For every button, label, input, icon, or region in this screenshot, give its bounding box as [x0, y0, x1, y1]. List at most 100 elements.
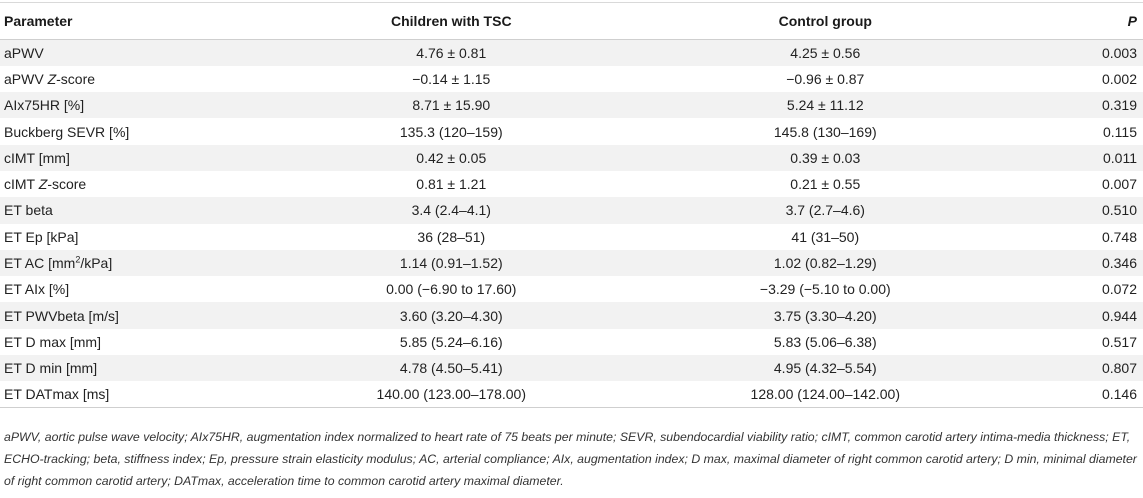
- table-row: cIMT [mm] 0.42 ± 0.05 0.39 ± 0.03 0.011: [0, 144, 1143, 171]
- cell-p-value: 0.807: [1048, 355, 1143, 382]
- cell-p-value: 0.002: [1048, 65, 1143, 93]
- cell-control-group: 41 (31–50): [602, 223, 1049, 250]
- parameter-text: ET AC [mm: [4, 255, 76, 272]
- cell-p-value: 0.319: [1048, 92, 1143, 119]
- cell-p-value: 0.115: [1048, 118, 1143, 145]
- cell-parameter: ET Ep [kPa]: [0, 223, 301, 250]
- cell-parameter: Buckberg SEVR [%]: [0, 118, 301, 145]
- cell-p-value: 0.003: [1048, 39, 1143, 66]
- cell-p-value: 0.944: [1048, 302, 1143, 329]
- cell-p-value: 0.346: [1048, 249, 1143, 277]
- parameter-italic: Z: [38, 176, 48, 193]
- table-row: ET PWVbeta [m/s] 3.60 (3.20–4.30) 3.75 (3.…: [0, 302, 1143, 329]
- cell-parameter: cIMT Z-score: [0, 170, 301, 198]
- cell-control-group: 128.00 (124.00–142.00): [602, 381, 1049, 409]
- cell-children-with-tsc: 0.81 ± 1.21: [300, 170, 603, 198]
- table-row: ET AC [mm2/kPa] 1.14 (0.91–1.52) 1.02 (0.8…: [0, 249, 1143, 277]
- cell-children-with-tsc: 8.71 ± 15.90: [300, 92, 603, 119]
- parameter-text: aPWV: [4, 70, 48, 87]
- cell-parameter: ET D max [mm]: [0, 328, 301, 356]
- cell-control-group: 0.39 ± 0.03: [602, 144, 1049, 171]
- table-row: aPWV 4.76 ± 0.81 4.25 ± 0.56 0.003: [0, 39, 1143, 66]
- parameter-tail: /kPa]: [80, 255, 113, 272]
- cell-parameter: aPWV Z-score: [0, 65, 301, 93]
- header-p-value: P: [1048, 2, 1143, 40]
- parameter-text: AIx75HR [%]: [4, 97, 85, 114]
- table-row: ET beta 3.4 (2.4–4.1) 3.7 (2.7–4.6) 0.510: [0, 197, 1143, 224]
- parameter-text: Buckberg SEVR [%]: [4, 123, 130, 140]
- cell-control-group: 145.8 (130–169): [602, 118, 1049, 145]
- table-row: cIMT Z-score 0.81 ± 1.21 0.21 ± 0.55 0.007: [0, 170, 1143, 198]
- parameter-suffix: -score: [47, 176, 87, 193]
- parameter-superscript: 2: [75, 254, 81, 265]
- cell-p-value: 0.517: [1048, 328, 1143, 356]
- results-table: Parameter Children with TSC Control grou…: [0, 2, 1143, 409]
- cell-p-value: 0.748: [1048, 223, 1143, 250]
- cell-parameter: ET beta: [0, 197, 301, 224]
- table-row: AIx75HR [%] 8.71 ± 15.90 5.24 ± 11.12 0.319: [0, 92, 1143, 119]
- table-row: ET Ep [kPa] 36 (28–51) 41 (31–50) 0.748: [0, 223, 1143, 250]
- cell-control-group: 0.21 ± 0.55: [602, 170, 1049, 198]
- cell-children-with-tsc: 135.3 (120–159): [300, 118, 603, 145]
- cell-p-value: 0.007: [1048, 170, 1143, 198]
- parameter-text: ET DATmax [ms]: [4, 386, 110, 403]
- cell-p-value: 0.011: [1048, 144, 1143, 171]
- cell-control-group: 3.75 (3.30–4.20): [602, 302, 1049, 329]
- cell-p-value: 0.146: [1048, 381, 1143, 409]
- table-row: ET D max [mm] 5.85 (5.24–6.16) 5.83 (5.06–…: [0, 328, 1143, 356]
- cell-control-group: 3.7 (2.7–4.6): [602, 197, 1049, 224]
- cell-control-group: −0.96 ± 0.87: [602, 65, 1049, 93]
- cell-control-group: −3.29 (−5.10 to 0.00): [602, 276, 1049, 303]
- table-row: ET D min [mm] 4.78 (4.50–5.41) 4.95 (4.32–…: [0, 355, 1143, 382]
- cell-parameter: aPWV: [0, 39, 301, 66]
- cell-children-with-tsc: 36 (28–51): [300, 223, 603, 250]
- cell-children-with-tsc: −0.14 ± 1.15: [300, 65, 603, 93]
- cell-children-with-tsc: 0.00 (−6.90 to 17.60): [300, 276, 603, 303]
- parameter-text: ET PWVbeta [m/s]: [4, 307, 119, 324]
- cell-p-value: 0.510: [1048, 197, 1143, 224]
- cell-children-with-tsc: 4.78 (4.50–5.41): [300, 355, 603, 382]
- cell-parameter: AIx75HR [%]: [0, 92, 301, 119]
- cell-control-group: 1.02 (0.82–1.29): [602, 249, 1049, 277]
- cell-parameter: ET PWVbeta [m/s]: [0, 302, 301, 329]
- table-row: aPWV Z-score −0.14 ± 1.15 −0.96 ± 0.87 0.00…: [0, 65, 1143, 93]
- table-body: aPWV 4.76 ± 0.81 4.25 ± 0.56 0.003 aPWV Z-sc…: [0, 39, 1143, 409]
- cell-control-group: 5.24 ± 11.12: [602, 92, 1049, 119]
- parameter-text: aPWV: [4, 44, 44, 61]
- cell-control-group: 4.95 (4.32–5.54): [602, 355, 1049, 382]
- table-row: ET AIx [%] 0.00 (−6.90 to 17.60) −3.29 (−5…: [0, 276, 1143, 303]
- header-control-group: Control group: [602, 2, 1049, 40]
- cell-parameter: ET AC [mm2/kPa]: [0, 249, 301, 277]
- parameter-text: cIMT [mm]: [4, 149, 70, 166]
- cell-control-group: 5.83 (5.06–6.38): [602, 328, 1049, 356]
- cell-parameter: ET DATmax [ms]: [0, 381, 301, 409]
- table-row: ET DATmax [ms] 140.00 (123.00–178.00) 128.…: [0, 381, 1143, 409]
- cell-children-with-tsc: 4.76 ± 0.81: [300, 39, 603, 66]
- cell-children-with-tsc: 3.4 (2.4–4.1): [300, 197, 603, 224]
- parameter-suffix: -score: [56, 70, 96, 87]
- parameter-italic: Z: [47, 70, 57, 87]
- cell-parameter: cIMT [mm]: [0, 144, 301, 171]
- parameter-text: ET beta: [4, 202, 53, 219]
- parameter-text: ET Ep [kPa]: [4, 228, 79, 245]
- cell-parameter: ET AIx [%]: [0, 276, 301, 303]
- header-children-with-tsc: Children with TSC: [300, 2, 603, 40]
- table-footnote: aPWV, aortic pulse wave velocity; AIx75H…: [4, 430, 1137, 488]
- parameter-text: ET D max [mm]: [4, 333, 101, 350]
- header-row: Parameter Children with TSC Control grou…: [0, 2, 1143, 40]
- table-row: Buckberg SEVR [%] 135.3 (120–159) 145.8 (1…: [0, 118, 1143, 145]
- cell-p-value: 0.072: [1048, 276, 1143, 303]
- cell-children-with-tsc: 3.60 (3.20–4.30): [300, 302, 603, 329]
- table-header: Parameter Children with TSC Control grou…: [0, 2, 1143, 40]
- cell-control-group: 4.25 ± 0.56: [602, 39, 1049, 66]
- parameter-text: cIMT: [4, 176, 39, 193]
- cell-children-with-tsc: 1.14 (0.91–1.52): [300, 249, 603, 277]
- cell-children-with-tsc: 140.00 (123.00–178.00): [300, 381, 603, 409]
- parameter-text: ET AIx [%]: [4, 281, 70, 298]
- cell-parameter: ET D min [mm]: [0, 355, 301, 382]
- parameter-text: ET D min [mm]: [4, 360, 98, 377]
- header-parameter: Parameter: [0, 2, 301, 40]
- cell-children-with-tsc: 0.42 ± 0.05: [300, 144, 603, 171]
- cell-children-with-tsc: 5.85 (5.24–6.16): [300, 328, 603, 356]
